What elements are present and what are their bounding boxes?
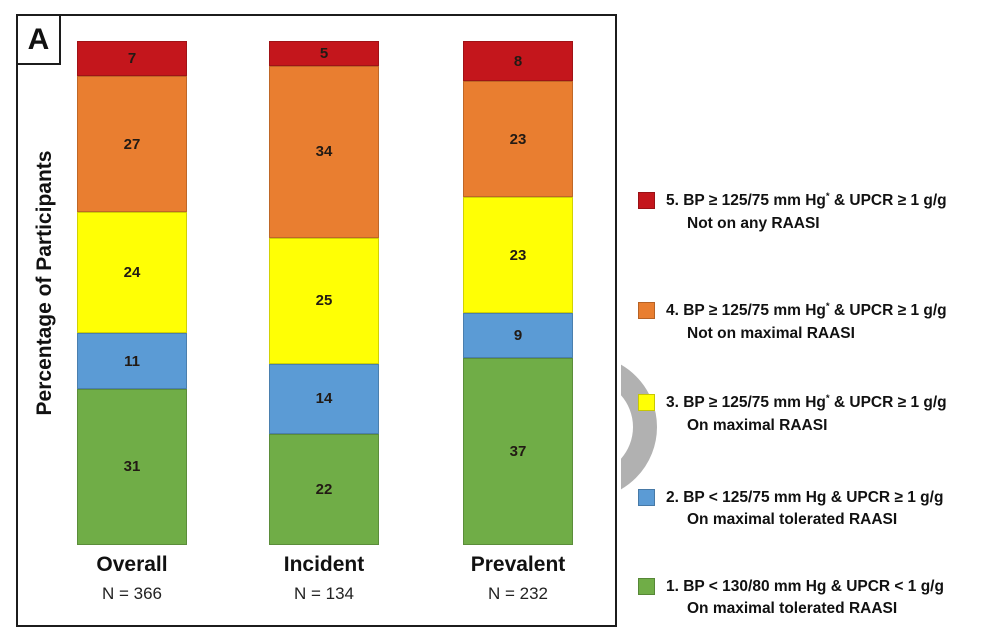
legend-asterisk: *	[825, 191, 830, 202]
legend-item-4: 4. BP ≥ 125/75 mm Hg* & UPCR ≥ 1 g/g Not …	[638, 300, 992, 345]
legend-item-5: 5. BP ≥ 125/75 mm Hg* & UPCR ≥ 1 g/g Not …	[638, 190, 992, 235]
bar-segment-value: 34	[315, 143, 333, 161]
watermark-arc-icon	[621, 364, 657, 490]
legend-item-text: 5. BP ≥ 125/75 mm Hg* & UPCR ≥ 1 g/g Not …	[666, 190, 992, 235]
bar-segment-value: 9	[513, 327, 523, 345]
bar-segment: 27	[77, 76, 187, 213]
panel-label-box: A	[16, 14, 61, 65]
legend-item-text: 1. BP < 130/80 mm Hg & UPCR < 1 g/g On ma…	[666, 576, 992, 621]
legend-swatch-icon	[638, 394, 655, 411]
legend-item-text: 4. BP ≥ 125/75 mm Hg* & UPCR ≥ 1 g/g Not …	[666, 300, 992, 345]
legend-line1: 1. BP < 130/80 mm Hg & UPCR < 1 g/g	[666, 578, 944, 595]
legend-line1: 5. BP ≥ 125/75 mm Hg* & UPCR ≥ 1 g/g	[666, 191, 947, 210]
category-n-count: N = 134	[293, 584, 354, 604]
category-label-prevalent: Prevalent N = 232	[428, 552, 608, 604]
bar-incident: 5 34 25 14 22	[269, 41, 379, 545]
category-n-count: N = 366	[101, 584, 162, 604]
bar-segment-value: 23	[509, 246, 527, 264]
bar-segment: 34	[269, 66, 379, 238]
bar-segment-value: 37	[509, 443, 527, 461]
category-name: Prevalent	[470, 553, 566, 576]
legend-item-3: 3. BP ≥ 125/75 mm Hg* & UPCR ≥ 1 g/g On m…	[638, 392, 992, 437]
category-n-count: N = 232	[487, 584, 548, 604]
legend-swatch-icon	[638, 489, 655, 506]
bar-segment-value: 7	[127, 50, 137, 68]
bar-overall: 7 27 24 11 31	[77, 41, 187, 545]
legend-line2: Not on any RAASI	[687, 214, 820, 232]
legend-line2: On maximal tolerated RAASI	[687, 511, 898, 529]
legend-line2: On maximal tolerated RAASI	[687, 600, 898, 618]
category-label-incident: Incident N = 134	[234, 552, 414, 604]
bar-segment-value: 22	[315, 481, 333, 499]
bar-segment: 22	[269, 434, 379, 545]
legend-line1: 2. BP < 125/75 mm Hg & UPCR ≥ 1 g/g	[666, 489, 944, 506]
legend-item-2: 2. BP < 125/75 mm Hg & UPCR ≥ 1 g/g On ma…	[638, 487, 992, 532]
bar-segment: 8	[463, 41, 573, 82]
legend-swatch-icon	[638, 578, 655, 595]
legend-item-text: 3. BP ≥ 125/75 mm Hg* & UPCR ≥ 1 g/g On m…	[666, 392, 992, 437]
bar-segment: 5	[269, 41, 379, 67]
legend-line1: 4. BP ≥ 125/75 mm Hg* & UPCR ≥ 1 g/g	[666, 301, 947, 320]
legend-line2: Not on maximal RAASI	[687, 324, 855, 342]
bar-segment-value: 27	[123, 135, 141, 153]
legend-asterisk: *	[825, 301, 830, 312]
bar-segment: 23	[463, 197, 573, 314]
bar-segment-value: 25	[315, 292, 333, 310]
bar-segment: 31	[77, 388, 187, 545]
category-name: Overall	[96, 553, 168, 576]
legend-swatch-icon	[638, 192, 655, 209]
legend-swatch-icon	[638, 302, 655, 319]
legend-item-1: 1. BP < 130/80 mm Hg & UPCR < 1 g/g On ma…	[638, 576, 992, 621]
bar-segment: 24	[77, 212, 187, 334]
category-name: Incident	[283, 553, 365, 576]
bar-segment-value: 24	[123, 264, 141, 282]
bar-segment: 23	[463, 81, 573, 198]
bar-segment-value: 5	[319, 45, 329, 63]
bar-segment: 7	[77, 41, 187, 77]
y-axis-label: Percentage of Participants	[33, 150, 56, 416]
bar-segment-value: 23	[509, 130, 527, 148]
bar-segment: 37	[463, 358, 573, 545]
bar-segment: 25	[269, 237, 379, 364]
bar-segment-value: 11	[124, 352, 140, 370]
bar-segment-value: 8	[513, 52, 523, 70]
bar-segment: 11	[77, 333, 187, 389]
category-label-overall: Overall N = 366	[42, 552, 222, 604]
bar-segment: 9	[463, 313, 573, 359]
legend-line1: 3. BP ≥ 125/75 mm Hg* & UPCR ≥ 1 g/g	[666, 393, 947, 412]
bar-segment: 14	[269, 363, 379, 435]
legend-asterisk: *	[825, 393, 830, 404]
bar-segment-value: 31	[123, 458, 141, 476]
panel-label: A	[27, 22, 50, 56]
legend-item-text: 2. BP < 125/75 mm Hg & UPCR ≥ 1 g/g On ma…	[666, 487, 992, 532]
legend-line2: On maximal RAASI	[687, 416, 828, 434]
bar-segment-value: 14	[315, 390, 333, 408]
bar-prevalent: 8 23 23 9 37	[463, 41, 573, 545]
